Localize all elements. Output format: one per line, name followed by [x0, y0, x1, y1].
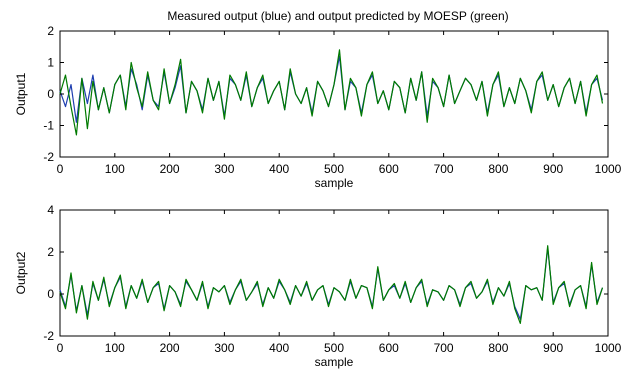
x-tick-label: 800	[488, 341, 508, 355]
y-tick-label: -2	[43, 150, 54, 164]
chart-title: Measured output (blue) and output predic…	[167, 9, 508, 23]
x-tick-label: 100	[105, 162, 125, 176]
x-tick-label: 300	[214, 341, 234, 355]
x-tick-label: 400	[269, 341, 289, 355]
x-tick-label: 500	[324, 341, 344, 355]
x-tick-label: 600	[379, 341, 399, 355]
y-ticks-output2: -2 0 2 4	[43, 203, 608, 343]
y-tick-label: 0	[47, 87, 54, 101]
x-tick-label: 400	[269, 162, 289, 176]
x-tick-label: 900	[543, 341, 563, 355]
x-tick-label: 200	[160, 162, 180, 176]
x-tick-label: 700	[434, 341, 454, 355]
x-tick-label: 900	[543, 162, 563, 176]
y-axis-label-output2: Output2	[14, 251, 28, 294]
x-tick-label: 0	[57, 162, 64, 176]
x-tick-label: 600	[379, 162, 399, 176]
x-axis-label-output1: sample	[315, 176, 354, 190]
series-group-output1	[59, 49, 604, 136]
x-tick-label: 1000	[595, 341, 622, 355]
x-ticks-output1: 0 100 200 300 400 500 600 700 800 900 1000	[57, 31, 622, 176]
y-tick-label: 2	[47, 245, 54, 259]
y-tick-label: 1	[47, 56, 54, 70]
x-tick-label: 1000	[595, 162, 622, 176]
plot-area-output1	[59, 30, 609, 158]
y-tick-label: 4	[47, 203, 54, 217]
y-tick-label: -2	[43, 329, 54, 343]
y-tick-label: -1	[43, 119, 54, 133]
y-tick-label: 0	[47, 287, 54, 301]
y-tick-label: 2	[47, 24, 54, 38]
x-tick-label: 700	[434, 162, 454, 176]
series-line-predicted-output2	[59, 245, 604, 324]
plot-area-output2	[59, 209, 609, 337]
x-tick-label: 500	[324, 162, 344, 176]
series-group-output2	[59, 245, 604, 324]
y-ticks-output1: -2 -1 0 1 2	[43, 24, 608, 164]
x-tick-label: 100	[105, 341, 125, 355]
x-ticks-output2: 0 100 200 300 400 500 600 700 800 900 1000	[57, 210, 622, 355]
y-axis-label-output1: Output1	[14, 72, 28, 115]
subplot-output1: 0 100 200 300 400 500 600 700 800 900 1000 -2 -1 0 1 2…	[14, 24, 622, 190]
x-tick-label: 800	[488, 162, 508, 176]
x-tick-label: 0	[57, 341, 64, 355]
x-tick-label: 200	[160, 341, 180, 355]
x-axis-label-output2: sample	[315, 355, 354, 369]
series-line-predicted-output1	[59, 49, 604, 136]
x-tick-label: 300	[214, 162, 234, 176]
